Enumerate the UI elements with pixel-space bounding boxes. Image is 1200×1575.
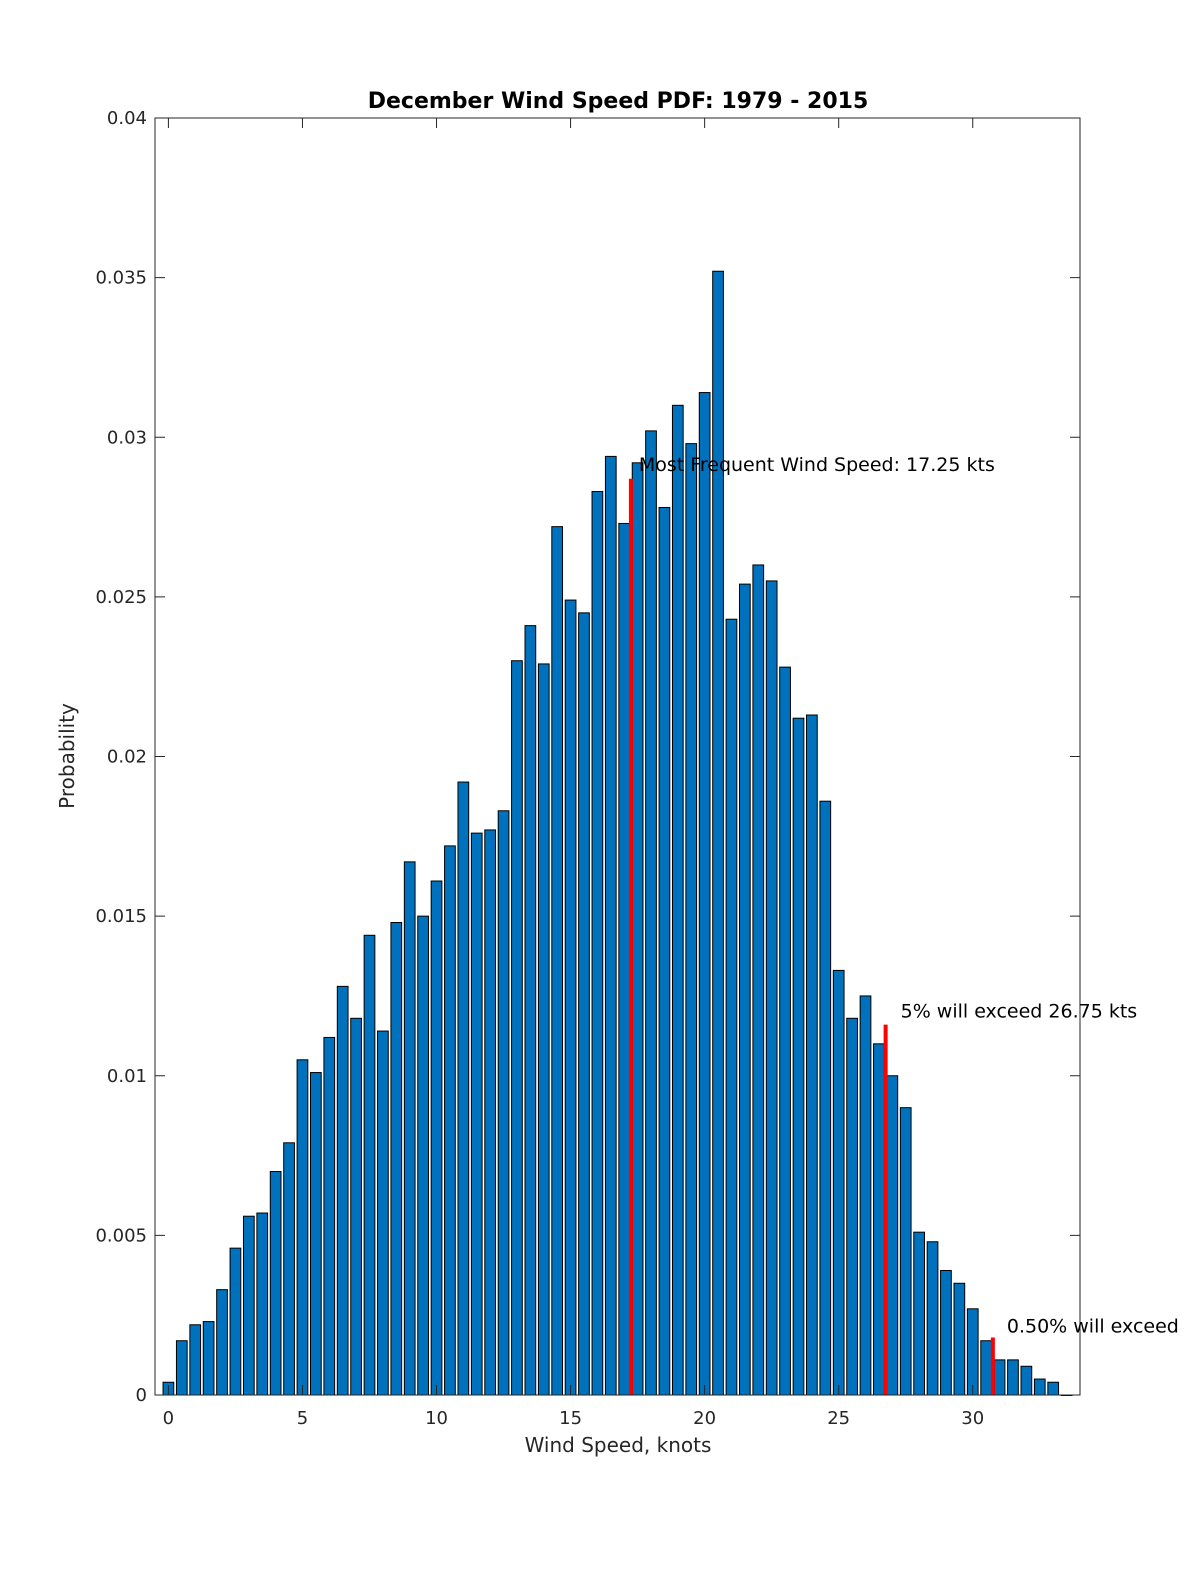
x-tick-label: 10: [425, 1408, 448, 1429]
bar: [819, 800, 832, 1396]
y-tick-label: 0.01: [107, 1066, 147, 1087]
bar: [202, 1321, 215, 1396]
annotation-group: Most Frequent Wind Speed: 17.25 kts 5% wi…: [639, 454, 1179, 1338]
bar: [940, 1269, 952, 1396]
bar: [470, 832, 483, 1396]
bar: [578, 612, 590, 1396]
bar: [350, 1017, 362, 1396]
x-tick-label: 20: [693, 1408, 716, 1429]
bar: [993, 1359, 1006, 1396]
bar: [846, 1017, 858, 1396]
bar: [765, 580, 778, 1396]
bar: [457, 781, 470, 1396]
bar: [631, 462, 644, 1396]
bar: [886, 1075, 899, 1396]
bar: [591, 491, 604, 1396]
bar: [403, 861, 416, 1396]
bar: [310, 1072, 322, 1396]
bar: [323, 1036, 336, 1396]
bar-group: [162, 270, 1073, 1396]
bar: [980, 1340, 993, 1396]
bar: [926, 1241, 939, 1396]
bar: [604, 455, 617, 1396]
bar: [524, 625, 537, 1396]
bar: [390, 922, 403, 1396]
bar: [242, 1215, 255, 1396]
y-tick-label: 0: [136, 1385, 147, 1406]
reference-line-label: 5% will exceed 26.75 kts: [901, 1001, 1138, 1023]
bar: [671, 404, 684, 1396]
y-axis-label: Probability: [55, 703, 79, 809]
bar: [779, 666, 791, 1396]
x-tick-label: 5: [297, 1408, 308, 1429]
bar: [417, 915, 429, 1396]
bar: [1020, 1365, 1033, 1396]
y-tick-label: 0.03: [107, 427, 147, 448]
x-tick-label: 30: [961, 1408, 984, 1429]
bar: [175, 1340, 188, 1396]
x-tick-label: 0: [163, 1408, 174, 1429]
x-tick-label: 25: [827, 1408, 850, 1429]
bar: [832, 969, 845, 1396]
bar: [738, 583, 751, 1396]
bar: [806, 714, 818, 1396]
x-axis: 0 5 10 15 20 25 30: [163, 118, 984, 1429]
bar: [792, 717, 805, 1396]
bar: [497, 810, 510, 1396]
bar: [336, 985, 349, 1396]
reference-line-label: 0.50% will exceed: [1007, 1316, 1179, 1338]
bar: [444, 845, 456, 1396]
x-tick-label: 15: [559, 1408, 582, 1429]
y-tick-label: 0.025: [95, 587, 147, 608]
y-tick-label: 0.035: [95, 268, 147, 289]
bar: [229, 1247, 242, 1396]
bar: [752, 564, 765, 1396]
y-tick-label: 0.005: [95, 1225, 147, 1246]
bar: [685, 443, 698, 1396]
bar: [698, 392, 711, 1396]
bar: [269, 1171, 282, 1396]
y-axis: 0 0.005 0.01 0.015 0.02 0.025 0.03 0.035 0.04: [95, 108, 1080, 1406]
bar: [899, 1107, 912, 1396]
bar: [484, 829, 496, 1396]
bar: [430, 880, 443, 1396]
bar: [256, 1212, 269, 1396]
bar: [511, 660, 523, 1396]
bar: [645, 430, 657, 1396]
chart-title: December Wind Speed PDF: 1979 - 2015: [368, 89, 869, 114]
y-tick-label: 0.04: [107, 108, 147, 129]
bar: [658, 506, 671, 1396]
bar: [859, 995, 872, 1396]
bar: [966, 1308, 979, 1396]
bar: [564, 599, 577, 1396]
bar: [189, 1324, 202, 1396]
bar: [377, 1030, 389, 1396]
bar: [363, 934, 376, 1396]
bar: [296, 1059, 309, 1396]
x-axis-label: Wind Speed, knots: [525, 1433, 712, 1457]
y-tick-label: 0.02: [107, 747, 147, 768]
bar: [913, 1231, 925, 1396]
plot-area: [155, 118, 1080, 1395]
bar: [953, 1282, 966, 1396]
bar: [712, 270, 724, 1396]
bar: [1007, 1359, 1019, 1396]
bar: [618, 522, 631, 1396]
bar: [216, 1289, 228, 1396]
bar: [537, 663, 550, 1396]
bar: [725, 618, 738, 1396]
y-tick-label: 0.015: [95, 906, 147, 927]
bar: [1047, 1381, 1060, 1396]
bar: [873, 1043, 885, 1396]
reference-line-group: [628, 478, 995, 1395]
bar: [1033, 1378, 1046, 1396]
bar: [283, 1142, 295, 1396]
reference-line-label: Most Frequent Wind Speed: 17.25 kts: [639, 454, 995, 476]
bar: [551, 526, 564, 1396]
